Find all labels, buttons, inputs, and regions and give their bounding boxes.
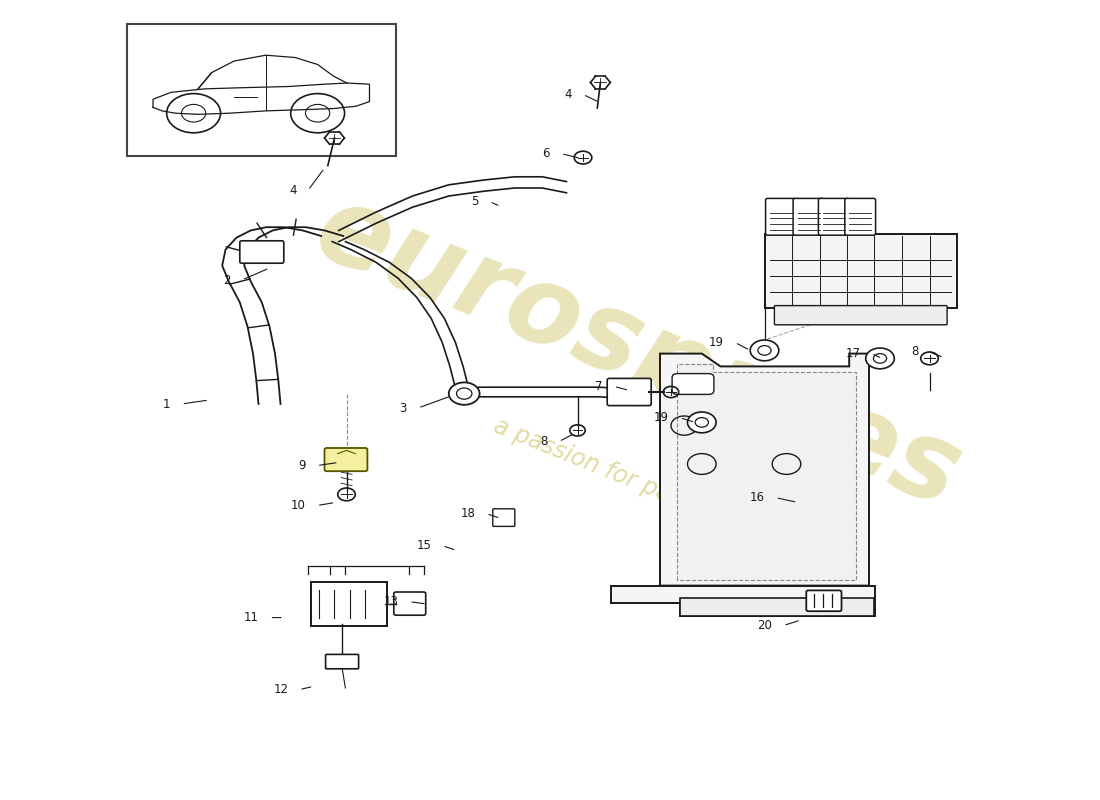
Polygon shape xyxy=(610,586,874,616)
Circle shape xyxy=(449,382,480,405)
Text: 6: 6 xyxy=(542,147,550,160)
FancyBboxPatch shape xyxy=(311,582,387,626)
Circle shape xyxy=(866,348,894,369)
FancyBboxPatch shape xyxy=(818,198,849,235)
Text: 19: 19 xyxy=(653,411,669,424)
Circle shape xyxy=(688,412,716,433)
Text: eurospares: eurospares xyxy=(300,174,976,530)
FancyBboxPatch shape xyxy=(326,654,359,669)
Text: 3: 3 xyxy=(399,402,407,414)
Text: 9: 9 xyxy=(298,459,306,472)
Text: 7: 7 xyxy=(595,380,603,393)
Text: 16: 16 xyxy=(749,491,764,504)
Text: 4: 4 xyxy=(564,88,572,101)
Text: 13: 13 xyxy=(383,595,398,608)
Text: 19: 19 xyxy=(708,336,724,349)
Text: 20: 20 xyxy=(757,619,772,632)
Text: 4: 4 xyxy=(289,184,297,197)
FancyBboxPatch shape xyxy=(806,590,842,611)
Polygon shape xyxy=(660,354,869,586)
Text: 12: 12 xyxy=(273,683,288,696)
FancyBboxPatch shape xyxy=(845,198,876,235)
Text: 5: 5 xyxy=(471,195,478,208)
Text: 18: 18 xyxy=(460,507,475,520)
Circle shape xyxy=(750,340,779,361)
FancyBboxPatch shape xyxy=(793,198,824,235)
Text: 10: 10 xyxy=(290,499,306,512)
FancyBboxPatch shape xyxy=(672,374,714,394)
FancyBboxPatch shape xyxy=(493,509,515,526)
FancyBboxPatch shape xyxy=(680,598,874,616)
FancyBboxPatch shape xyxy=(324,448,367,471)
Text: 15: 15 xyxy=(416,539,431,552)
Text: 11: 11 xyxy=(243,611,258,624)
FancyBboxPatch shape xyxy=(394,592,426,615)
Text: 2: 2 xyxy=(223,274,231,286)
Text: 8: 8 xyxy=(911,346,918,358)
Polygon shape xyxy=(676,364,856,580)
Bar xyxy=(126,24,396,156)
Text: 17: 17 xyxy=(845,347,860,360)
Text: 8: 8 xyxy=(540,435,548,448)
FancyBboxPatch shape xyxy=(607,378,651,406)
FancyBboxPatch shape xyxy=(240,241,284,263)
FancyBboxPatch shape xyxy=(774,306,947,325)
FancyBboxPatch shape xyxy=(766,198,796,235)
Text: 1: 1 xyxy=(163,398,170,410)
FancyBboxPatch shape xyxy=(764,234,957,308)
Text: a passion for parts since 1985: a passion for parts since 1985 xyxy=(491,414,829,570)
